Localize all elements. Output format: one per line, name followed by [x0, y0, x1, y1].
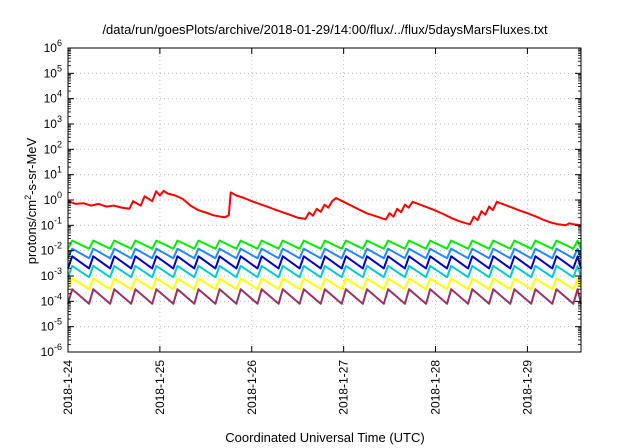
y-tick-label: 105	[44, 63, 62, 80]
series-line-3	[67, 255, 582, 270]
x-tick-label: 2018-1-29	[520, 360, 534, 415]
x-tick-label: 2018-1-28	[429, 360, 443, 415]
x-tick-label: 2018-1-24	[61, 360, 75, 415]
grid	[68, 48, 581, 352]
y-tick-label: 102	[44, 139, 62, 156]
y-axis-label: protons/cm2-s-sr-MeV	[23, 137, 39, 264]
y-tick-label: 104	[44, 89, 62, 106]
series-layer	[67, 189, 582, 305]
y-axis: 10-6 10-5 10-4 10-3 10-2 10-1 100 101 102 103 104 1…	[41, 38, 581, 359]
y-tick-label: 10-6	[41, 342, 62, 359]
x-tick-label: 2018-1-26	[245, 360, 259, 415]
series-line-5	[67, 277, 582, 291]
y-tick-label: 10-4	[41, 291, 62, 308]
x-axis-label: Coordinated Universal Time (UTC)	[225, 430, 424, 445]
y-tick-label: 101	[44, 165, 62, 182]
series-line-1	[67, 239, 582, 250]
y-tick-label: 103	[44, 114, 62, 131]
y-tick-label: 10-5	[41, 317, 62, 334]
series-line-2	[67, 247, 582, 260]
y-tick-label: 10-3	[41, 266, 62, 283]
x-axis: 2018-1-24 2018-1-25 2018-1-26 2018-1-27 2018…	[61, 48, 534, 415]
y-axis-label-sup: 2	[23, 195, 33, 200]
y-tick-label: 10-2	[41, 241, 62, 258]
series-line-4	[67, 264, 582, 279]
y-axis-label-pre: protons/cm	[24, 200, 39, 264]
series-line-0	[67, 189, 582, 227]
y-tick-label: 106	[44, 38, 62, 55]
y-tick-label: 10-1	[41, 215, 62, 232]
series-line-6	[67, 288, 582, 305]
y-axis-label-post: -s-sr-MeV	[24, 137, 39, 194]
chart-title: /data/run/goesPlots/archive/2018-01-29/1…	[102, 22, 548, 37]
x-tick-label: 2018-1-25	[153, 360, 167, 415]
x-tick-label: 2018-1-27	[337, 360, 351, 415]
y-tick-label: 100	[44, 190, 62, 207]
